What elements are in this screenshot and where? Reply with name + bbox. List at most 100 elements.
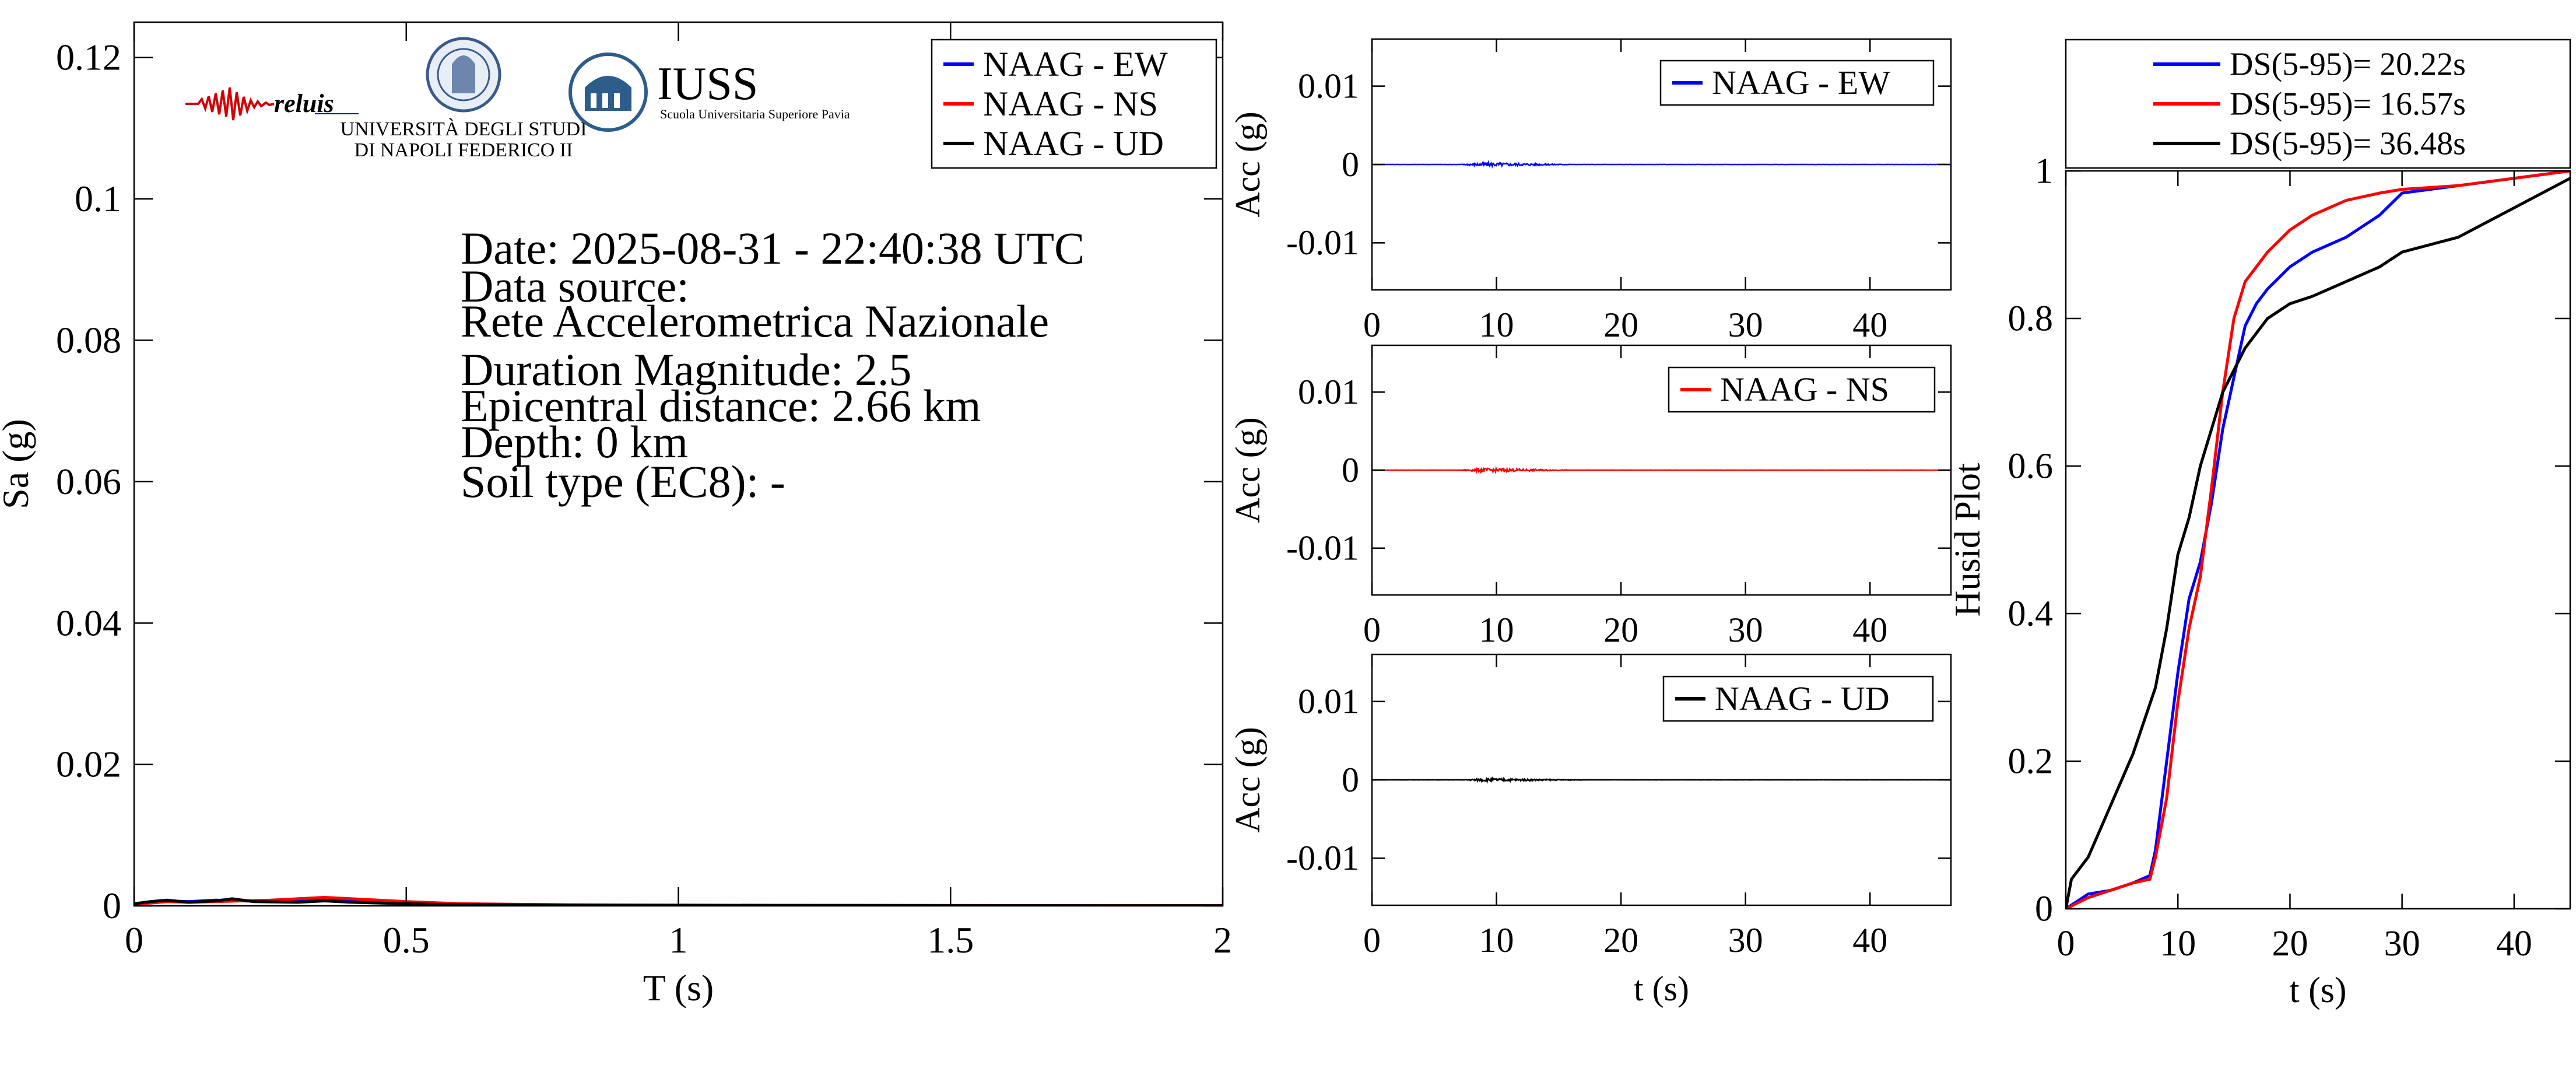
- acc_ud-legend-label: NAAG - UD: [1715, 680, 1890, 717]
- spectrum-legend-label: NAAG - UD: [983, 124, 1164, 163]
- acc_ud-ytick-label: -0.01: [1286, 839, 1359, 877]
- husid-xtick-label: 20: [2272, 924, 2308, 964]
- info-soil: Soil type (EC8): -: [461, 456, 785, 507]
- reluis-logo: reluis: [185, 87, 359, 121]
- husid-series-line-2: [2066, 171, 2570, 909]
- spectrum-ytick-label: 0: [103, 885, 121, 926]
- acc_ew-legend-label: NAAG - EW: [1712, 64, 1890, 101]
- acc_ud-ytick-label: 0.01: [1298, 682, 1359, 720]
- spectrum-ytick-label: 0.02: [56, 744, 121, 785]
- husid-xtick-label: 10: [2160, 924, 2196, 964]
- acc_ns-ytick-label: 0.01: [1298, 373, 1359, 411]
- acc_ud-chart: 0 10 20 30 40 -0.01 0 0.01 t (s) Acc (g) NAAG - UD: [1229, 653, 1952, 1008]
- acc_ud-xtick-label: 20: [1603, 921, 1638, 960]
- husid-xlabel: t (s): [2289, 971, 2346, 1010]
- reluis-logo-text: reluis: [274, 89, 334, 118]
- acc_ns-legend-box: [1668, 366, 1936, 413]
- event-info: Date: 2025-08-31 - 22:40:38 UTC Data sou…: [461, 223, 1085, 507]
- spectrum-xtick-label: 1: [669, 919, 688, 961]
- acc_ud-series-line-1: [1372, 776, 1951, 785]
- acc_ew-xtick-label: 0: [1363, 306, 1381, 344]
- acc_ew-ytick-label: 0: [1342, 145, 1359, 184]
- iuss-logo-title: IUSS: [657, 58, 758, 110]
- acc_ew-ytick-label: -0.01: [1286, 223, 1359, 262]
- spectrum-xlabel: T (s): [643, 967, 714, 1009]
- spectrum-xtick-label: 0.5: [383, 919, 430, 961]
- acc_ud-xtick-label: 10: [1479, 921, 1514, 960]
- acc_ud-legend-box: [1662, 675, 1934, 722]
- husid-axes-box: [2065, 170, 2571, 910]
- husid-legend-label: DS(5-95)= 36.48s: [2230, 125, 2466, 162]
- acc_ns-ytick-label: 0: [1342, 451, 1359, 489]
- acc_ew-xtick-label: 10: [1479, 306, 1514, 344]
- acc_ns-xtick-label: 30: [1728, 611, 1763, 649]
- spectrum-ytick-label: 0.06: [56, 461, 121, 502]
- husid-ytick-label: 0: [2035, 889, 2053, 929]
- spectrum-chart: 0 0.5 1 1.5 2 0 0.02 0.04 0.06 0.08 0.1 0.12 T (s) Sa…: [0, 21, 1232, 1009]
- acc_ud-xlabel: t (s): [1634, 969, 1689, 1008]
- husid-ylabel: Husid Plot: [1948, 463, 1988, 617]
- spectrum-legend-box: [931, 38, 1217, 169]
- husid-ytick-label: 0.8: [2008, 299, 2054, 338]
- acc_ns-legend: NAAG - NS: [1668, 366, 1936, 413]
- acc_ew-xtick-label: 30: [1728, 306, 1763, 344]
- acc_ew-ylabel: Acc (g): [1229, 111, 1267, 218]
- acc_ud-series-group: [1372, 776, 1951, 785]
- acc_ns-ytick-label: -0.01: [1286, 529, 1359, 568]
- acc_ew-chart: 0 10 20 30 40 -0.01 0 0.01 Acc (g) NAAG - EW: [1229, 38, 1952, 344]
- husid-chart: 0 10 20 30 40 0 0.2 0.4 0.6 0.8 1 t (s) Husid Plot DS…: [1948, 38, 2571, 1010]
- husid-series-line-3: [2066, 177, 2570, 909]
- acc_ew-series-line-1: [1372, 160, 1951, 169]
- spectrum-ytick-label: 0.12: [56, 37, 121, 78]
- spectrum-xtick-label: 2: [1213, 919, 1232, 961]
- acc_ns-series-group: [1372, 465, 1951, 475]
- husid-legend-label: DS(5-95)= 20.22s: [2230, 46, 2466, 82]
- husid-legend: DS(5-95)= 20.22s DS(5-95)= 16.57sDS(5-95)…: [2065, 38, 2571, 169]
- acc_ud-xtick-label: 30: [1728, 921, 1763, 960]
- reluis-waveform-icon: [185, 87, 275, 121]
- husid-series-line-1: [2066, 171, 2570, 909]
- spectrum-legend-label: NAAG - EW: [983, 45, 1168, 83]
- acc_ew-ytick-label: 0.01: [1298, 66, 1359, 105]
- husid-xtick-label: 30: [2384, 924, 2420, 964]
- husid-legend-label: DS(5-95)= 16.57s: [2230, 86, 2466, 122]
- acc_ud-xtick-label: 40: [1852, 921, 1887, 960]
- acc_ns-legend-label: NAAG - NS: [1720, 370, 1889, 408]
- husid-legend-box: [2065, 38, 2571, 169]
- iuss-logo: IUSS Scuola Universitaria Superiore Pavi…: [568, 52, 850, 132]
- acc_ns-xtick-label: 0: [1363, 611, 1381, 649]
- unina-logo: UNIVERSITÀ DEGLI STUDI DI NAPOLI FEDERIC…: [340, 37, 587, 161]
- husid-xtick-label: 0: [2057, 924, 2075, 964]
- spectrum-legend-label: NAAG - NS: [983, 85, 1158, 123]
- iuss-logo-subtitle: Scuola Universitaria Superiore Pavia: [660, 107, 850, 121]
- acc_ns-ylabel: Acc (g): [1229, 417, 1267, 523]
- acc_ns-series-line-1: [1372, 465, 1951, 475]
- spectrum-xtick-label: 0: [125, 919, 143, 961]
- unina-logo-line1: UNIVERSITÀ DEGLI STUDI: [340, 118, 587, 140]
- info-source-label: Data source:: [461, 261, 689, 311]
- acc_ew-xtick-label: 40: [1852, 306, 1887, 344]
- info-depth: Depth: 0 km: [461, 416, 688, 467]
- husid-xtick-label: 40: [2496, 924, 2532, 964]
- acc_ud-ytick-label: 0: [1342, 761, 1359, 799]
- spectrum-ylabel: Sa (g): [0, 419, 36, 509]
- spectrum-xtick-label: 1.5: [927, 919, 974, 961]
- acc_ns-xtick-label: 10: [1479, 611, 1514, 649]
- unina-logo-line2: DI NAPOLI FEDERICO II: [355, 139, 573, 161]
- info-magnitude: Duration Magnitude: 2.5: [461, 344, 911, 395]
- acc_ew-xtick-label: 20: [1603, 306, 1638, 344]
- acc_ud-ylabel: Acc (g): [1229, 727, 1267, 833]
- info-date: Date: 2025-08-31 - 22:40:38 UTC: [461, 223, 1085, 274]
- husid-ytick-label: 0.6: [2008, 446, 2054, 486]
- spectrum-ytick-label: 0.08: [56, 320, 121, 361]
- husid-ytick-label: 0.4: [2008, 594, 2054, 633]
- acc_ns-xtick-label: 40: [1852, 611, 1887, 649]
- acc_ns-chart: 0 10 20 30 40 -0.01 0 0.01 Acc (g) NAAG - NS: [1229, 344, 1952, 649]
- spectrum-ytick-label: 0.1: [75, 178, 121, 219]
- acc_ud-legend: NAAG - UD: [1662, 675, 1934, 722]
- acc_ew-legend-box: [1659, 59, 1935, 106]
- acc_ns-xtick-label: 20: [1603, 611, 1638, 649]
- info-distance: Epicentral distance: 2.66 km: [461, 380, 981, 431]
